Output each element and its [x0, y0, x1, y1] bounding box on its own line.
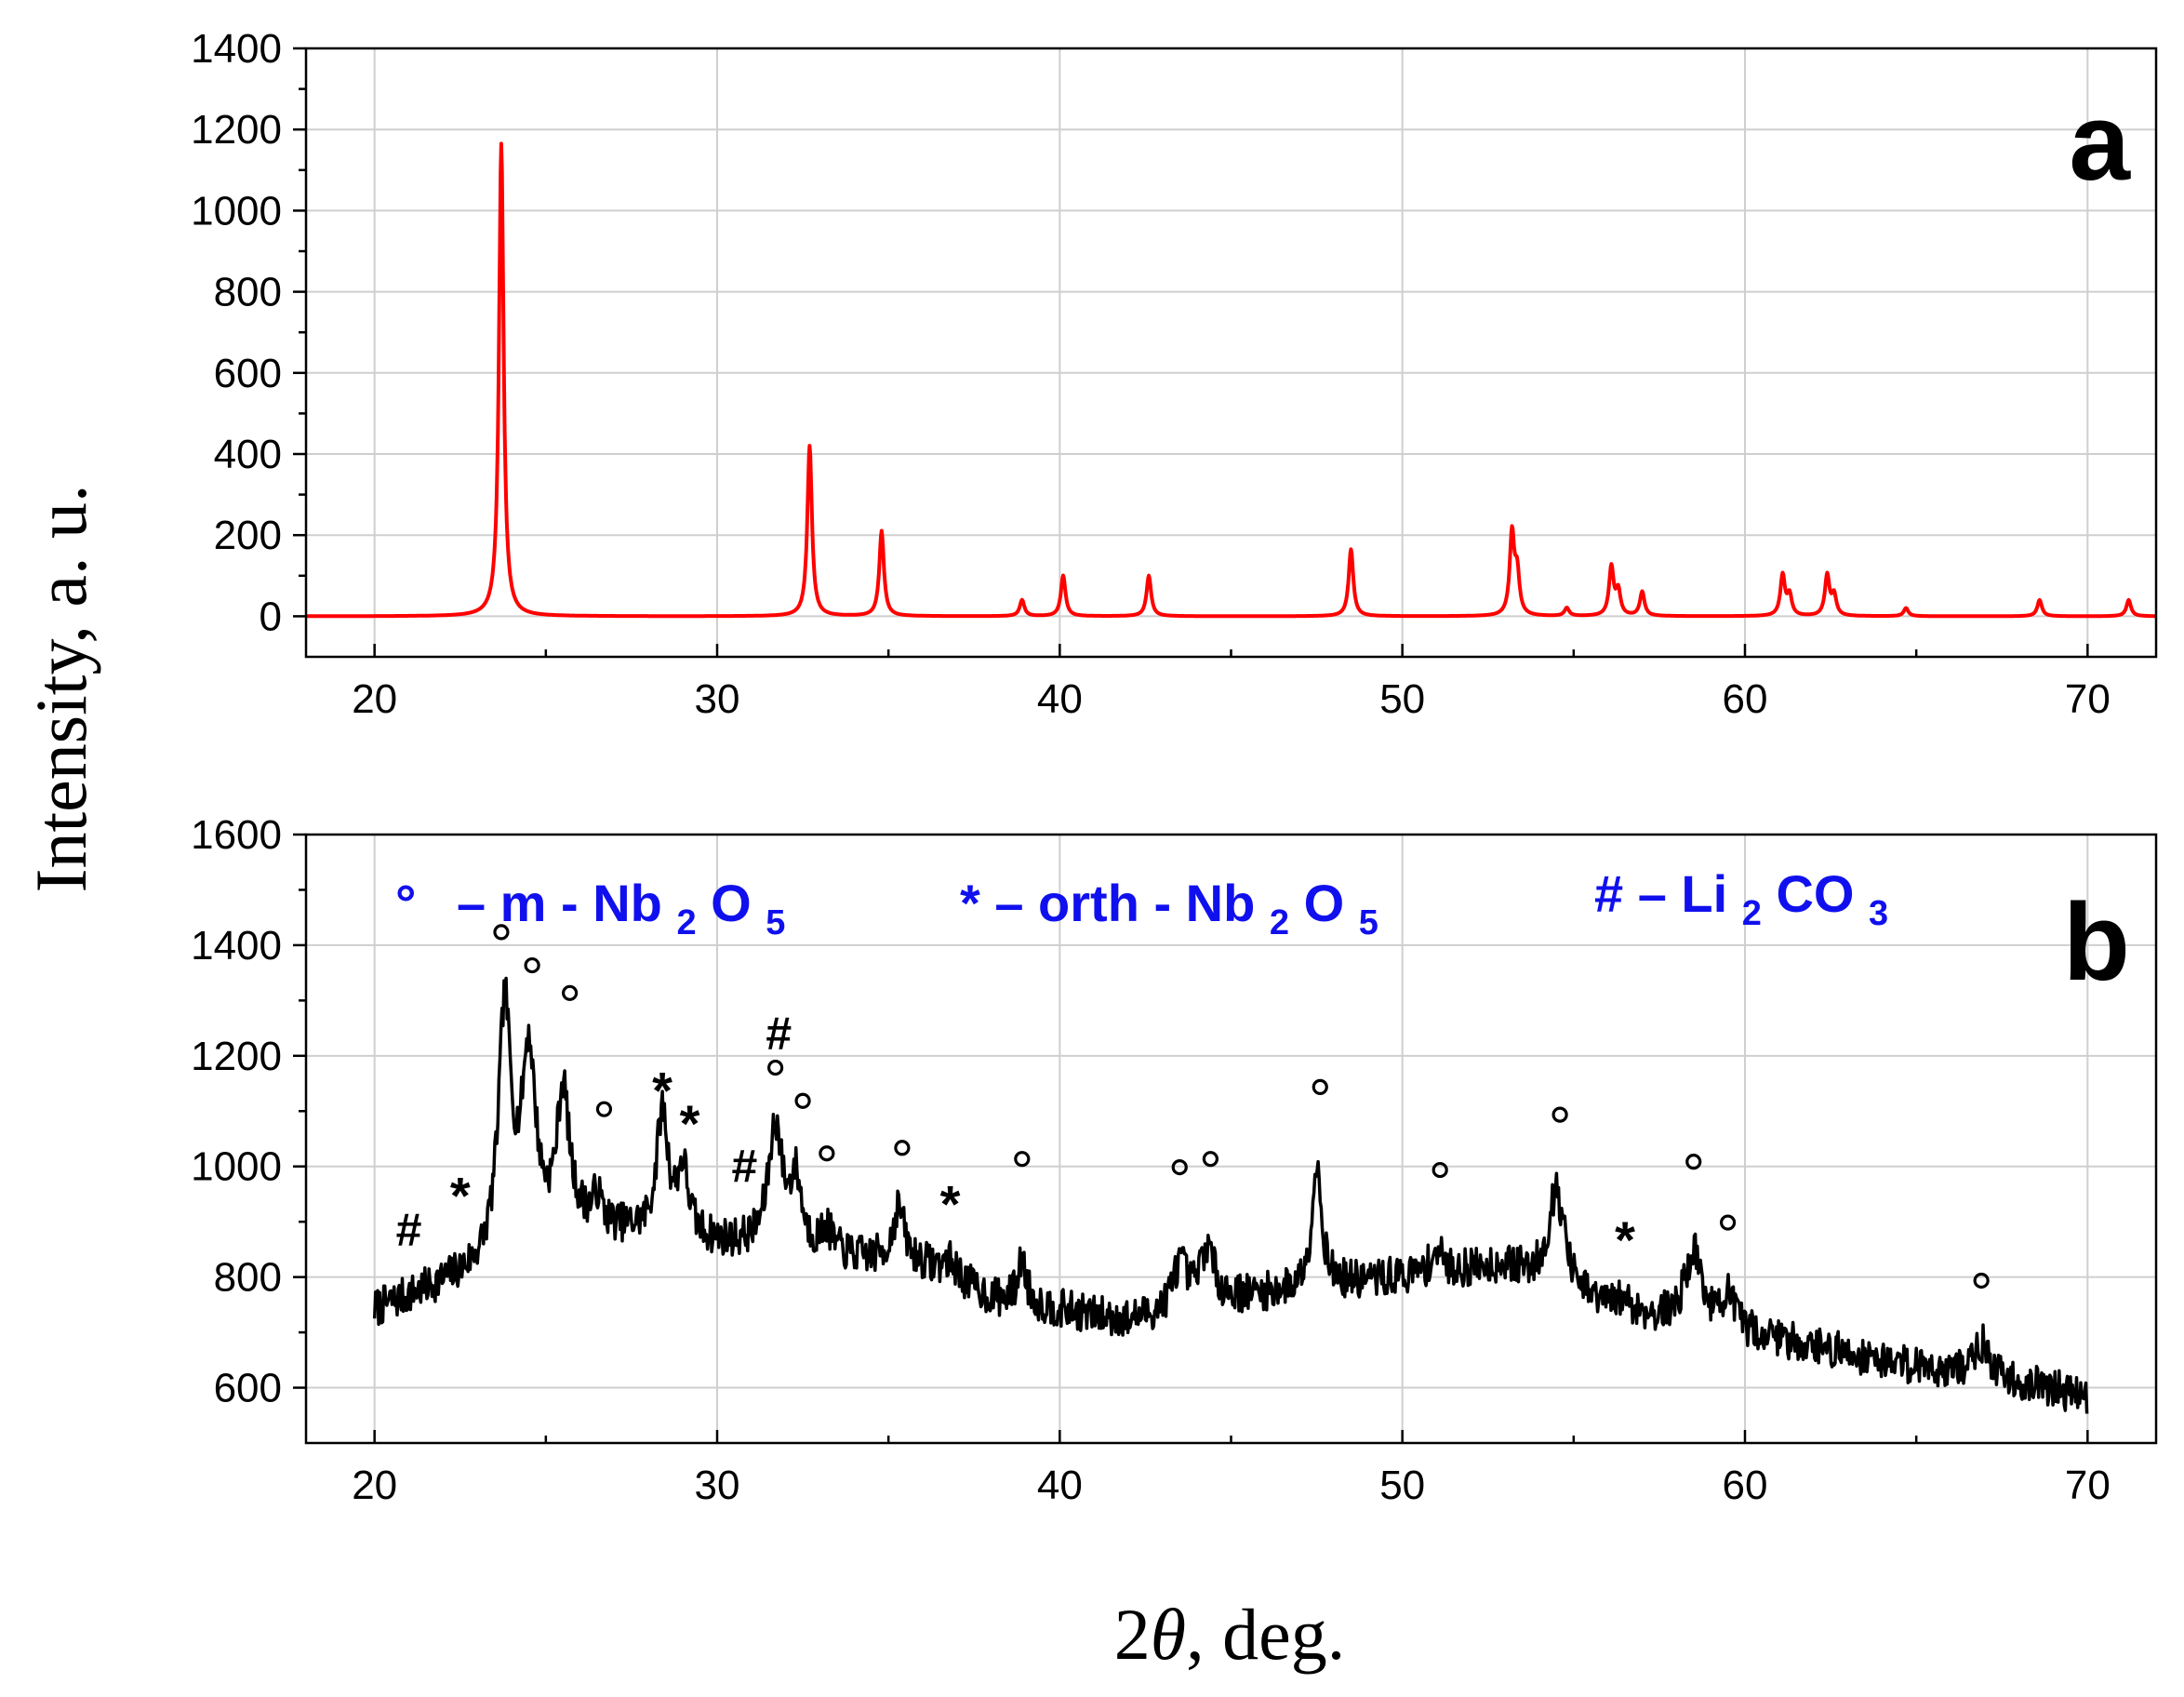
marker-m-nb2o5 [493, 924, 510, 941]
panel-b-frame [304, 833, 2158, 1445]
panel-a-letter: a [2069, 81, 2131, 204]
legend-li-label: # – Li [1594, 864, 1727, 923]
marker-orth-nb2o5: * [940, 1174, 961, 1233]
marker-m-nb2o5 [562, 984, 579, 1001]
panel-a-ytick-label: 400 [214, 432, 282, 477]
marker-m-nb2o5 [1719, 1214, 1737, 1231]
panel-a-ytick-label: 200 [214, 513, 282, 558]
marker-li2co3: # [732, 1141, 758, 1193]
panel-a-ytick-label: 1200 [191, 107, 282, 153]
x-axis-title-rest: , deg. [1186, 1594, 1345, 1675]
legend-li-sub2: 3 [1869, 894, 1888, 933]
marker-m-nb2o5 [1551, 1106, 1568, 1123]
panel-b-ytick-label: 1000 [191, 1144, 282, 1190]
marker-m-nb2o5 [1973, 1272, 1990, 1289]
panel-a-pattern-line [304, 141, 2157, 619]
panel-b-letter: b [2063, 881, 2130, 1004]
marker-m-nb2o5 [1312, 1078, 1328, 1095]
x-axis-title: 2θ, deg. [1114, 1594, 1345, 1675]
marker-m-nb2o5 [595, 1101, 613, 1117]
marker-m-nb2o5 [767, 1059, 784, 1076]
legend-m-sub2: 5 [766, 903, 785, 942]
marker-m-nb2o5 [794, 1092, 811, 1109]
panel-b-ytick-label: 800 [214, 1255, 282, 1301]
marker-m-nb2o5 [1202, 1151, 1219, 1168]
marker-li2co3: # [396, 1204, 422, 1256]
panel-a-ytick-label: 600 [214, 351, 282, 396]
panel-b-ticks: 20 30 40 50 60 70 600 800 1000 1200 1400 1600 [191, 812, 2111, 1508]
legend-li-sub1: 2 [1742, 894, 1762, 933]
panel-b-phase-markers: #***##** [396, 924, 1990, 1289]
marker-m-nb2o5 [1432, 1161, 1448, 1179]
panel-a-ytick-label: 0 [260, 594, 282, 639]
panel-a: 20 30 40 50 60 70 0 200 400 600 800 1000 1200 1400 a [191, 26, 2158, 722]
panel-b-xtick-label: 20 [352, 1463, 397, 1508]
panel-b-xtick-label: 40 [1037, 1463, 1083, 1508]
legend-orth-sub2: 5 [1359, 903, 1378, 942]
panel-b-xtick-label: 30 [695, 1463, 740, 1508]
legend-m-label: – m - Nb [457, 874, 662, 932]
marker-orth-nb2o5: * [450, 1166, 471, 1224]
legend-m-symbol: ° [395, 874, 416, 932]
marker-m-nb2o5 [1014, 1151, 1031, 1168]
panel-b-ytick-label: 1400 [191, 923, 282, 969]
panel-b-pattern-line [372, 976, 2089, 1414]
legend-m-o: O [711, 874, 752, 932]
panel-b-xtick-label: 50 [1379, 1463, 1425, 1508]
panel-a-xtick-label: 50 [1379, 676, 1425, 722]
panel-a-ticks: 20 30 40 50 60 70 0 200 400 600 800 1000 1200 1400 [191, 26, 2111, 722]
panel-b-xtick-label: 70 [2065, 1463, 2111, 1508]
legend-li2co3: # – Li 2 CO 3 [1594, 864, 1888, 936]
panel-a-ytick-label: 800 [214, 270, 282, 315]
panel-a-xtick-label: 40 [1037, 676, 1083, 722]
marker-m-nb2o5 [524, 956, 540, 974]
legend-orth-o: O [1304, 874, 1345, 932]
legend-orth-label: * – orth - Nb [960, 874, 1255, 932]
marker-m-nb2o5 [1171, 1158, 1188, 1176]
legend-m-sub1: 2 [676, 903, 696, 942]
panel-b-ytick-label: 600 [214, 1366, 282, 1411]
panel-a-ytick-label: 1400 [191, 26, 282, 72]
x-axis-title-theta: θ [1151, 1594, 1186, 1675]
panel-a-ytick-label: 1000 [191, 188, 282, 234]
y-axis-title: Intensity, a. u. [20, 484, 101, 892]
legend-orth-sub1: 2 [1270, 903, 1289, 942]
panel-a-xtick-label: 20 [352, 676, 397, 722]
x-axis-title-num: 2 [1114, 1594, 1151, 1675]
marker-m-nb2o5 [1685, 1154, 1702, 1170]
marker-m-nb2o5 [894, 1140, 911, 1156]
panel-a-xtick-label: 30 [695, 676, 740, 722]
panel-a-grid [306, 47, 2156, 657]
legend-li-co: CO [1776, 864, 1854, 923]
legend-m-nb2o5: ° – m - Nb 2 O 5 [395, 874, 785, 945]
marker-m-nb2o5 [819, 1145, 835, 1162]
legend-orth-nb2o5: * – orth - Nb 2 O 5 [960, 874, 1378, 945]
panel-a-xtick-label: 70 [2065, 676, 2111, 722]
panel-a-frame [304, 47, 2158, 659]
marker-orth-nb2o5: * [1615, 1210, 1635, 1269]
panel-b-ytick-label: 1200 [191, 1034, 282, 1079]
marker-li2co3: # [766, 1008, 792, 1060]
marker-orth-nb2o5: * [652, 1061, 673, 1119]
panel-b-ytick-label: 1600 [191, 812, 282, 858]
panel-b-xtick-label: 60 [1723, 1463, 1768, 1508]
panel-a-xtick-label: 60 [1723, 676, 1768, 722]
marker-orth-nb2o5: * [680, 1094, 700, 1153]
